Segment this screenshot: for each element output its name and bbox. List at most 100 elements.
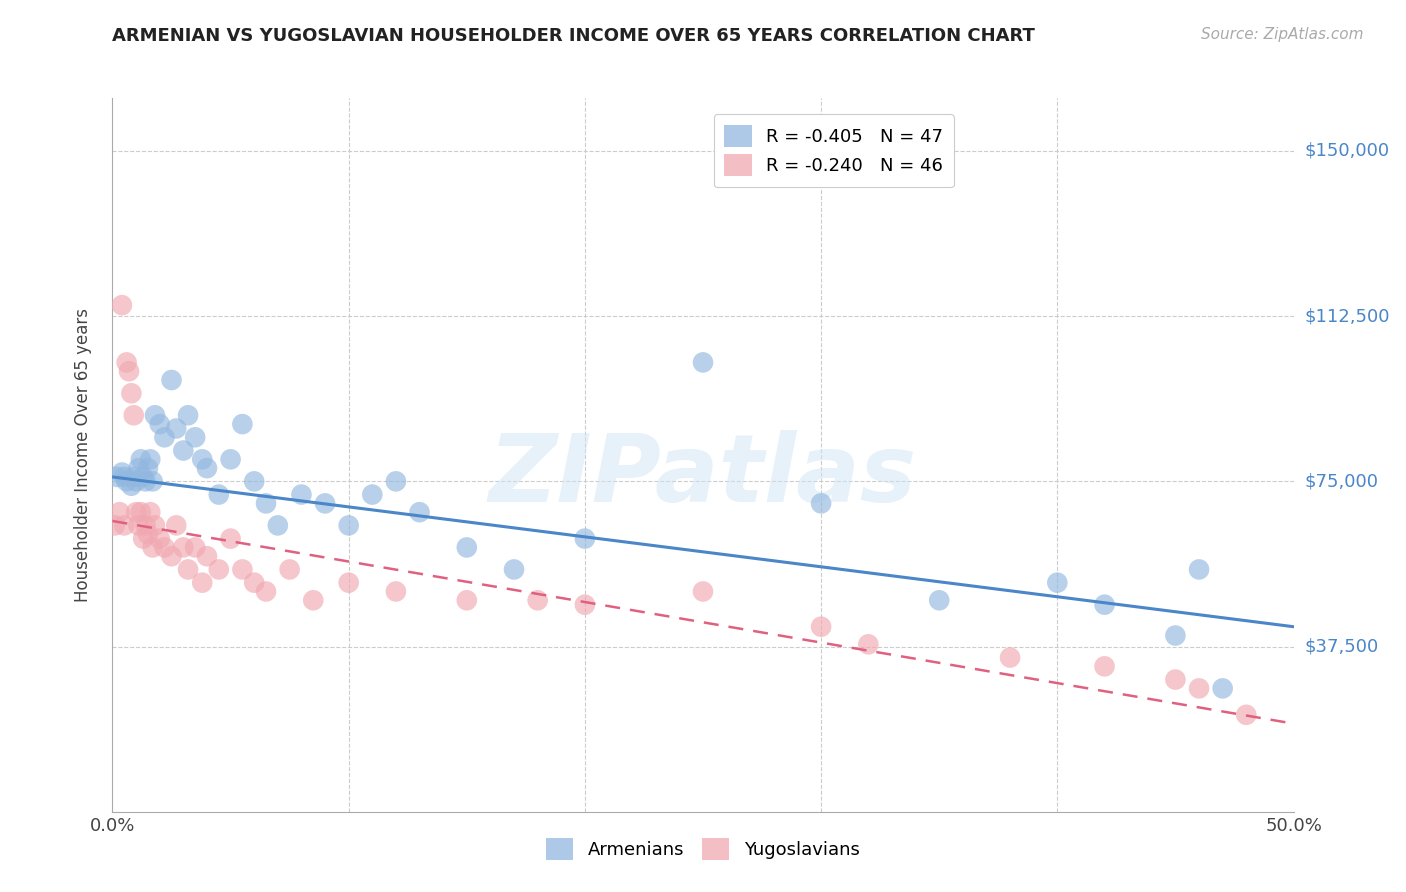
Point xyxy=(143,518,166,533)
Point xyxy=(219,532,242,546)
Point xyxy=(574,598,596,612)
Point xyxy=(112,470,135,484)
Point xyxy=(139,505,162,519)
Point xyxy=(337,575,360,590)
Point xyxy=(127,461,149,475)
Text: ZIPatlas: ZIPatlas xyxy=(489,430,917,523)
Point xyxy=(385,584,408,599)
Point xyxy=(177,409,200,423)
Point xyxy=(810,620,832,634)
Point xyxy=(1234,707,1257,722)
Point xyxy=(928,593,950,607)
Point xyxy=(149,532,172,546)
Point xyxy=(118,364,141,378)
Point xyxy=(136,461,159,475)
Point xyxy=(153,430,176,444)
Point xyxy=(129,452,152,467)
Point xyxy=(456,593,478,607)
Point xyxy=(122,409,145,423)
Point xyxy=(858,637,880,651)
Point xyxy=(456,541,478,555)
Point xyxy=(692,355,714,369)
Point xyxy=(132,470,155,484)
Point xyxy=(574,532,596,546)
Point xyxy=(160,373,183,387)
Point xyxy=(129,505,152,519)
Point xyxy=(208,562,231,576)
Point xyxy=(111,466,134,480)
Point xyxy=(127,518,149,533)
Point xyxy=(104,518,127,533)
Point xyxy=(278,562,301,576)
Legend: Armenians, Yugoslavians: Armenians, Yugoslavians xyxy=(538,830,868,867)
Y-axis label: Householder Income Over 65 years: Householder Income Over 65 years xyxy=(73,308,91,602)
Point xyxy=(112,518,135,533)
Point xyxy=(160,549,183,564)
Text: $37,500: $37,500 xyxy=(1305,638,1379,656)
Text: Source: ZipAtlas.com: Source: ZipAtlas.com xyxy=(1201,27,1364,42)
Point xyxy=(132,532,155,546)
Point xyxy=(1188,681,1211,696)
Point xyxy=(1164,628,1187,642)
Point xyxy=(314,496,336,510)
Point xyxy=(142,475,165,489)
Point xyxy=(195,549,218,564)
Point xyxy=(191,452,214,467)
Point xyxy=(1094,598,1116,612)
Point xyxy=(1188,562,1211,576)
Point xyxy=(135,475,157,489)
Text: $150,000: $150,000 xyxy=(1305,142,1389,160)
Point xyxy=(290,487,312,501)
Point xyxy=(267,518,290,533)
Point xyxy=(172,541,194,555)
Point xyxy=(136,527,159,541)
Point xyxy=(231,562,253,576)
Point xyxy=(361,487,384,501)
Point xyxy=(408,505,430,519)
Point xyxy=(165,421,187,435)
Point xyxy=(1094,659,1116,673)
Point xyxy=(385,475,408,489)
Point xyxy=(153,541,176,555)
Point xyxy=(139,452,162,467)
Text: ARMENIAN VS YUGOSLAVIAN HOUSEHOLDER INCOME OVER 65 YEARS CORRELATION CHART: ARMENIAN VS YUGOSLAVIAN HOUSEHOLDER INCO… xyxy=(112,27,1035,45)
Point xyxy=(111,298,134,312)
Point xyxy=(302,593,325,607)
Point xyxy=(184,541,207,555)
Point xyxy=(122,470,145,484)
Text: $75,000: $75,000 xyxy=(1305,473,1379,491)
Point xyxy=(692,584,714,599)
Point xyxy=(177,562,200,576)
Point xyxy=(1212,681,1234,696)
Point xyxy=(142,541,165,555)
Point xyxy=(998,650,1021,665)
Point xyxy=(254,496,277,510)
Point xyxy=(105,470,128,484)
Point xyxy=(115,475,138,489)
Text: $112,500: $112,500 xyxy=(1305,307,1391,326)
Point xyxy=(125,505,148,519)
Point xyxy=(503,562,526,576)
Point xyxy=(172,443,194,458)
Point xyxy=(1164,673,1187,687)
Point xyxy=(120,386,142,401)
Point xyxy=(243,575,266,590)
Point xyxy=(135,518,157,533)
Point xyxy=(1046,575,1069,590)
Point xyxy=(526,593,548,607)
Point xyxy=(337,518,360,533)
Point xyxy=(254,584,277,599)
Point xyxy=(208,487,231,501)
Point xyxy=(149,417,172,431)
Point xyxy=(143,409,166,423)
Point xyxy=(243,475,266,489)
Point xyxy=(195,461,218,475)
Point xyxy=(115,355,138,369)
Point xyxy=(219,452,242,467)
Point xyxy=(231,417,253,431)
Point xyxy=(108,505,131,519)
Point xyxy=(125,475,148,489)
Point xyxy=(165,518,187,533)
Point xyxy=(184,430,207,444)
Point xyxy=(810,496,832,510)
